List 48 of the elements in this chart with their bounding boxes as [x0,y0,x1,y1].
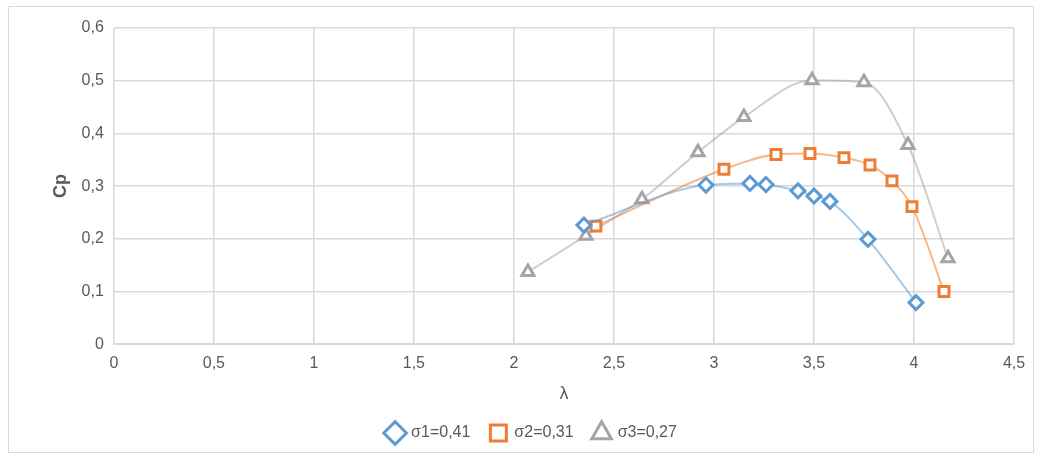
y-tick-label: 0,4 [81,123,104,141]
point [885,174,899,188]
legend-label: σ1=0,41 [411,423,471,441]
point [937,285,951,298]
x-tick-label: 3 [709,354,719,372]
point [690,143,706,158]
y-tick-label: 0,5 [81,71,104,89]
x-tick-label: 2,5 [602,354,626,372]
point [900,136,916,150]
point [736,108,752,123]
y-tick-label: 0,1 [81,281,104,299]
point [905,200,919,214]
x-tick-label: 0,5 [202,354,226,372]
point [907,294,925,312]
y-axis-title: Cp [49,174,70,199]
x-axis-title: λ [559,383,569,404]
x-tick-label: 1,5 [402,354,426,372]
point [717,162,731,176]
point [863,158,877,172]
legend-label: σ2=0,31 [514,423,574,441]
point [789,182,807,200]
x-tick-label: 1 [309,354,319,372]
y-tick-label: 0 [94,334,104,352]
x-tick-label: 3,5 [802,354,826,372]
point [821,192,839,210]
y-tick-label: 0,2 [81,229,104,247]
x-tick-label: 4 [909,354,919,372]
point [805,187,823,205]
point [769,148,783,161]
point [837,151,851,165]
point [697,176,715,194]
point [741,174,759,192]
point [856,73,872,88]
point [589,219,603,233]
point [940,249,956,264]
point [634,190,650,205]
point [757,176,775,194]
x-tick-label: 4,5 [1002,354,1026,372]
point [859,230,877,248]
point [520,263,536,277]
point [804,71,820,86]
x-tick-label: 2 [509,354,519,372]
point [575,216,593,234]
x-tick-label: 0 [109,354,119,372]
point [803,146,817,160]
y-tick-label: 0,3 [81,176,104,194]
legend-label: σ3=0,27 [617,423,677,441]
y-tick-label: 0,6 [81,18,104,36]
